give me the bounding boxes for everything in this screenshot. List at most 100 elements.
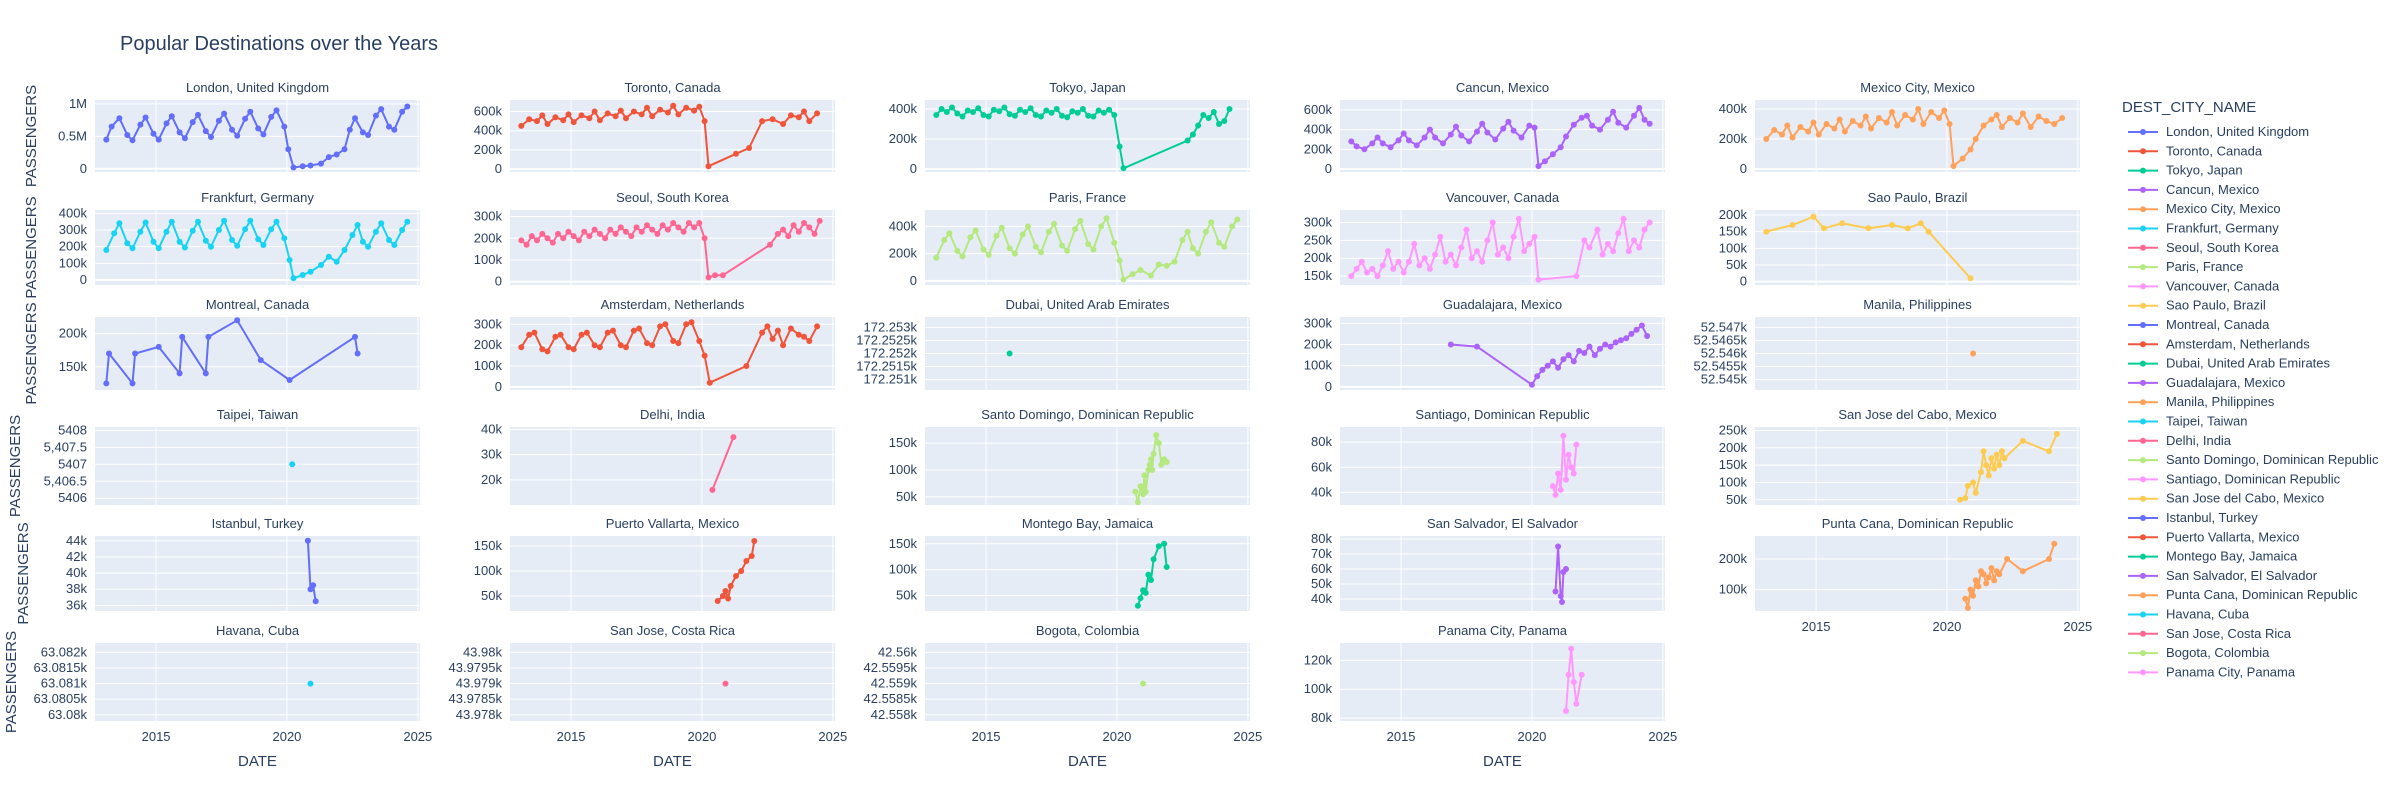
data-point [1586, 244, 1593, 251]
legend-item[interactable]: Punta Cana, Dominican Republic [2128, 587, 2358, 602]
data-point [1090, 113, 1097, 120]
data-point [1437, 233, 1444, 240]
legend-label: Frankfurt, Germany [2166, 221, 2279, 236]
legend-item[interactable]: Mexico City, Mexico [2128, 201, 2281, 216]
legend-item[interactable]: Dubai, United Arab Emirates [2128, 356, 2331, 371]
legend[interactable]: DEST_CITY_NAME London, United Kingdom Toro… [2122, 99, 2379, 679]
legend-item[interactable]: Cancun, Mexico [2128, 182, 2259, 197]
legend-item[interactable]: Taipei, Taiwan [2128, 414, 2247, 429]
data-point [1022, 109, 1029, 115]
legend-item[interactable]: Frankfurt, Germany [2128, 221, 2279, 236]
legend-item[interactable]: Santo Domingo, Dominican Republic [2128, 452, 2379, 467]
legend-item[interactable]: Seoul, South Korea [2128, 240, 2280, 255]
legend-item[interactable]: Amsterdam, Netherlands [2128, 336, 2310, 351]
y-tick-label: 0 [80, 272, 87, 287]
y-tick-label: 200k [1304, 141, 1333, 156]
data-point [1865, 225, 1872, 232]
legend-item[interactable]: Havana, Cuba [2128, 607, 2250, 622]
legend-item[interactable]: San Jose, Costa Rica [2128, 626, 2292, 641]
series-line [105, 105, 409, 169]
data-point [1988, 116, 1995, 123]
data-point [526, 116, 533, 123]
legend-item[interactable]: Montreal, Canada [2128, 317, 2270, 332]
data-point [2059, 115, 2066, 121]
legend-item[interactable]: San Salvador, El Salvador [2128, 568, 2318, 583]
data-point [1535, 276, 1542, 283]
legend-item[interactable]: Guadalajara, Mexico [2128, 375, 2285, 390]
subplot-panel: 50k 100k 150k Montego Bay, Jamaica [889, 516, 1250, 611]
subplot-title: Tokyo, Japan [1049, 80, 1126, 95]
y-tick-label: 0 [1325, 161, 1332, 176]
y-tick-label: 400k [1304, 122, 1333, 137]
data-point [628, 233, 635, 240]
data-point [1137, 267, 1144, 273]
data-point [705, 274, 712, 281]
legend-label: Montego Bay, Jamaica [2166, 549, 2298, 564]
y-tick-label: 5,407.5 [44, 439, 87, 454]
y-tick-label: 42.558k [871, 707, 918, 722]
data-point [1970, 350, 1977, 357]
legend-item[interactable]: Bogota, Colombia [2128, 645, 2270, 660]
data-point [1072, 226, 1079, 233]
y-tick-label: 172.2525k [856, 332, 917, 347]
legend-item[interactable]: Panama City, Panama [2128, 664, 2296, 679]
data-point [1221, 118, 1228, 124]
data-point [1085, 112, 1092, 119]
data-point [325, 154, 332, 161]
legend-item[interactable]: Manila, Philippines [2128, 394, 2275, 409]
subplot-panel: 0 200k 400k Mexico City, Mexico [1719, 80, 2080, 176]
legend-item[interactable]: Vancouver, Canada [2128, 278, 2280, 293]
data-point [743, 363, 750, 369]
y-tick-label: 80k [1311, 434, 1332, 449]
data-point [523, 241, 530, 248]
data-point [670, 338, 677, 344]
legend-item[interactable]: Montego Bay, Jamaica [2128, 549, 2298, 564]
y-axis-title: PASSENGERS [15, 522, 32, 624]
data-point [1353, 265, 1360, 272]
y-tick-label: 150k [59, 359, 88, 374]
data-point [205, 333, 212, 340]
data-point [998, 224, 1005, 231]
y-tick-label: 300k [474, 316, 503, 331]
data-point [1379, 262, 1386, 269]
data-point [1570, 679, 1577, 685]
data-point [612, 230, 619, 237]
y-tick-label: 172.251k [864, 372, 918, 387]
data-point [391, 126, 398, 133]
data-point [155, 136, 162, 143]
data-point [630, 108, 637, 115]
series-line [105, 218, 409, 280]
legend-item[interactable]: Puerto Vallarta, Mexico [2128, 529, 2299, 544]
legend-item[interactable]: San Jose del Cabo, Mexico [2128, 491, 2324, 506]
y-tick-label: 5406 [58, 490, 87, 505]
x-tick-label: 2020 [272, 729, 301, 744]
y-tick-label: 44k [66, 533, 87, 548]
data-point [1095, 107, 1102, 114]
legend-item[interactable]: Istanbul, Turkey [2128, 510, 2258, 525]
legend-item[interactable]: London, United Kingdom [2128, 124, 2309, 139]
data-point [1557, 144, 1564, 151]
data-point [1374, 134, 1381, 141]
data-point [150, 130, 157, 137]
legend-item[interactable]: Paris, France [2128, 259, 2243, 274]
data-point [816, 217, 823, 224]
data-point [570, 119, 577, 126]
data-point [1195, 250, 1202, 257]
data-point [549, 239, 556, 246]
data-point [1364, 269, 1370, 276]
data-point [1641, 116, 1648, 123]
data-point [1413, 142, 1420, 149]
data-point [696, 338, 703, 344]
subplot-title: Panama City, Panama [1438, 623, 1568, 638]
data-point [1027, 105, 1034, 112]
legend-item[interactable]: Tokyo, Japan [2128, 163, 2243, 178]
data-point [1975, 583, 1982, 590]
legend-label: London, United Kingdom [2166, 124, 2309, 139]
data-point [346, 126, 353, 133]
legend-item[interactable]: Santiago, Dominican Republic [2128, 471, 2341, 486]
data-point [176, 370, 183, 377]
data-point [1163, 564, 1170, 570]
legend-item[interactable]: Delhi, India [2128, 433, 2232, 448]
legend-item[interactable]: Sao Paulo, Brazil [2128, 298, 2266, 313]
legend-item[interactable]: Toronto, Canada [2128, 143, 2263, 158]
